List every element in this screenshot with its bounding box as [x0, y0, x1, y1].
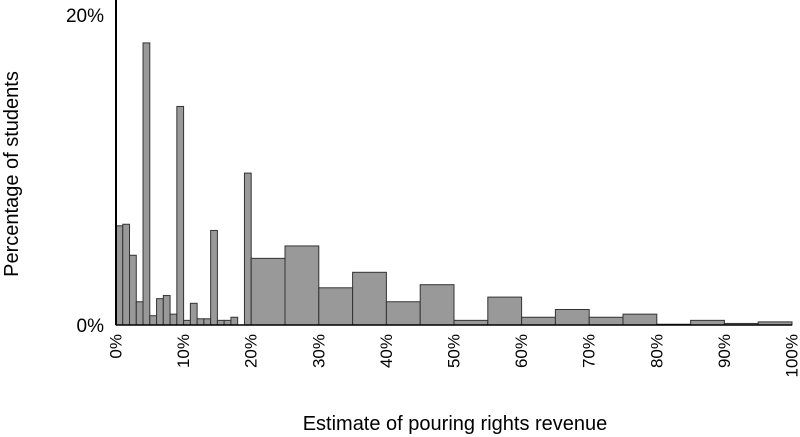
histogram-bar-2	[129, 254, 137, 326]
histogram-bar-20	[284, 245, 320, 326]
x-tick-label: 70%	[580, 334, 599, 368]
histogram-bar-22	[352, 271, 387, 326]
histogram-bar-8	[169, 313, 178, 326]
histogram-bar-6	[156, 298, 164, 326]
x-tick-label: 10%	[174, 334, 193, 368]
x-tick-labels: 0% 10% 20% 30% 40% 50% 60% 70% 80% 90% 100%	[107, 334, 800, 377]
y-tick-label: 0%	[77, 316, 105, 337]
x-tick-label: 30%	[309, 334, 328, 368]
histogram-bar-17	[230, 316, 239, 326]
histogram-bar-29	[588, 316, 624, 326]
y-tick-label: 20%	[66, 6, 104, 27]
x-tick-label: 40%	[377, 334, 396, 368]
x-tick-label: 80%	[647, 334, 666, 368]
histogram-bar-19	[250, 257, 286, 326]
histogram-bar-14	[210, 229, 218, 326]
histogram-bar-30	[622, 313, 658, 326]
histogram-bar-11	[189, 302, 198, 326]
y-tick-labels: 0% 20%	[66, 6, 104, 337]
x-tick-label: 0%	[107, 334, 126, 359]
x-tick-label: 100%	[783, 334, 800, 377]
y-axis-title: Percentage of students	[1, 71, 23, 277]
histogram-bar-23	[385, 301, 421, 326]
histogram-bar-7	[162, 295, 171, 326]
histogram-bar-1	[122, 223, 131, 326]
histogram-bar-18	[243, 172, 252, 326]
histogram-bar-13	[203, 318, 212, 326]
histogram-bar-12	[196, 318, 205, 326]
histogram-bar-3	[135, 301, 144, 326]
x-tick-label: 90%	[715, 334, 734, 368]
histogram-bar-26	[487, 296, 523, 326]
histogram-bar-21	[318, 287, 354, 326]
histogram-bar-4	[142, 42, 151, 326]
x-tick-label: 50%	[445, 334, 464, 368]
histogram-bar-28	[554, 309, 590, 326]
histogram-bar-5	[149, 315, 158, 326]
histogram-bar-24	[419, 284, 455, 326]
x-tick-label: 20%	[242, 334, 261, 368]
histogram-bar-27	[521, 316, 556, 326]
x-axis-title: Estimate of pouring rights revenue	[303, 413, 608, 435]
histogram-bar-0	[115, 225, 124, 326]
x-tick-label: 60%	[512, 334, 531, 368]
histogram-bars	[115, 42, 793, 326]
histogram-bar-9	[176, 105, 185, 326]
